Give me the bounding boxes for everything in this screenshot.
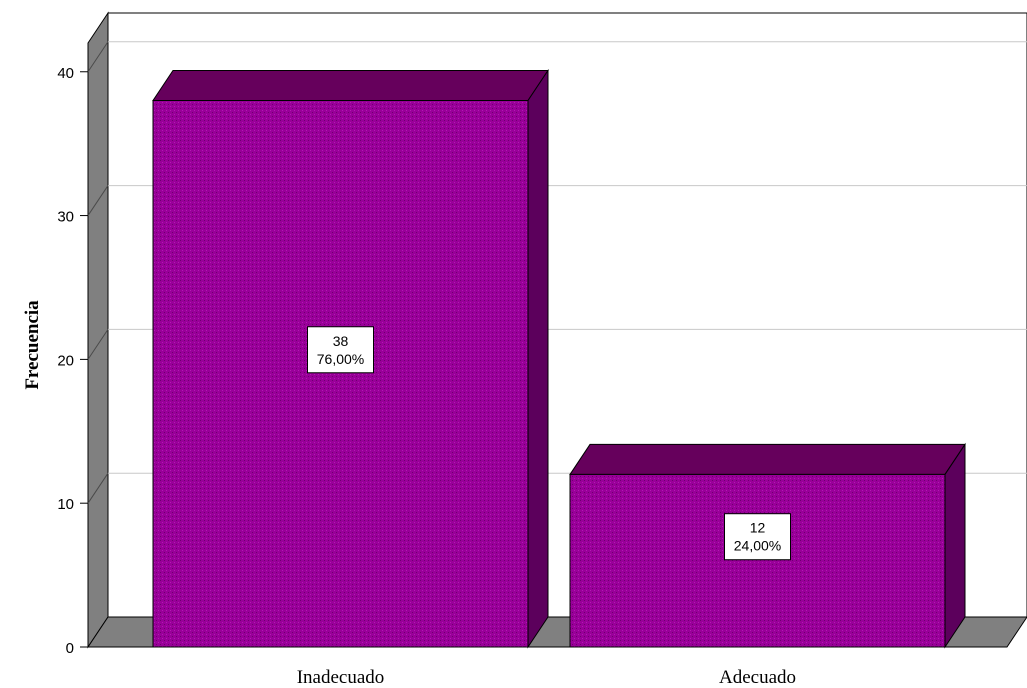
data-label: 12 24,00% [724, 513, 791, 561]
y-tick-label: 40 [57, 65, 74, 82]
y-tick-label: 10 [57, 496, 74, 513]
y-axis-label: Frecuencia [22, 300, 43, 390]
bar-top [569, 443, 966, 475]
data-label-value: 12 [750, 520, 766, 536]
y-tick-label: 0 [66, 640, 74, 657]
data-label-box [307, 326, 374, 374]
side-gridline [87, 41, 109, 73]
bar-top [152, 70, 549, 102]
data-label-value: 38 [333, 333, 349, 349]
data-label-percent: 24,00% [734, 538, 781, 554]
bar [152, 100, 529, 648]
y-tick-label: 20 [57, 352, 74, 369]
data-label-box [724, 513, 791, 561]
side-gridline [87, 185, 109, 216]
side-gridline [87, 329, 109, 360]
axes: 0 10 20 30 40 Inadecuado Adecuado [57, 65, 1007, 688]
x-tick-label: Adecuado [719, 667, 796, 688]
side-gridline [87, 472, 109, 504]
data-label: 38 76,00% [307, 326, 374, 374]
data-label-percent: 76,00% [317, 351, 364, 367]
bar-side [527, 68, 549, 649]
bar-side [944, 442, 966, 649]
y-tick-label: 30 [57, 209, 74, 226]
bars: 38 76,00% 12 24,00% [152, 68, 966, 649]
side-wall [87, 11, 109, 649]
bar [569, 473, 946, 648]
x-tick-label: Inadecuado [297, 667, 385, 688]
